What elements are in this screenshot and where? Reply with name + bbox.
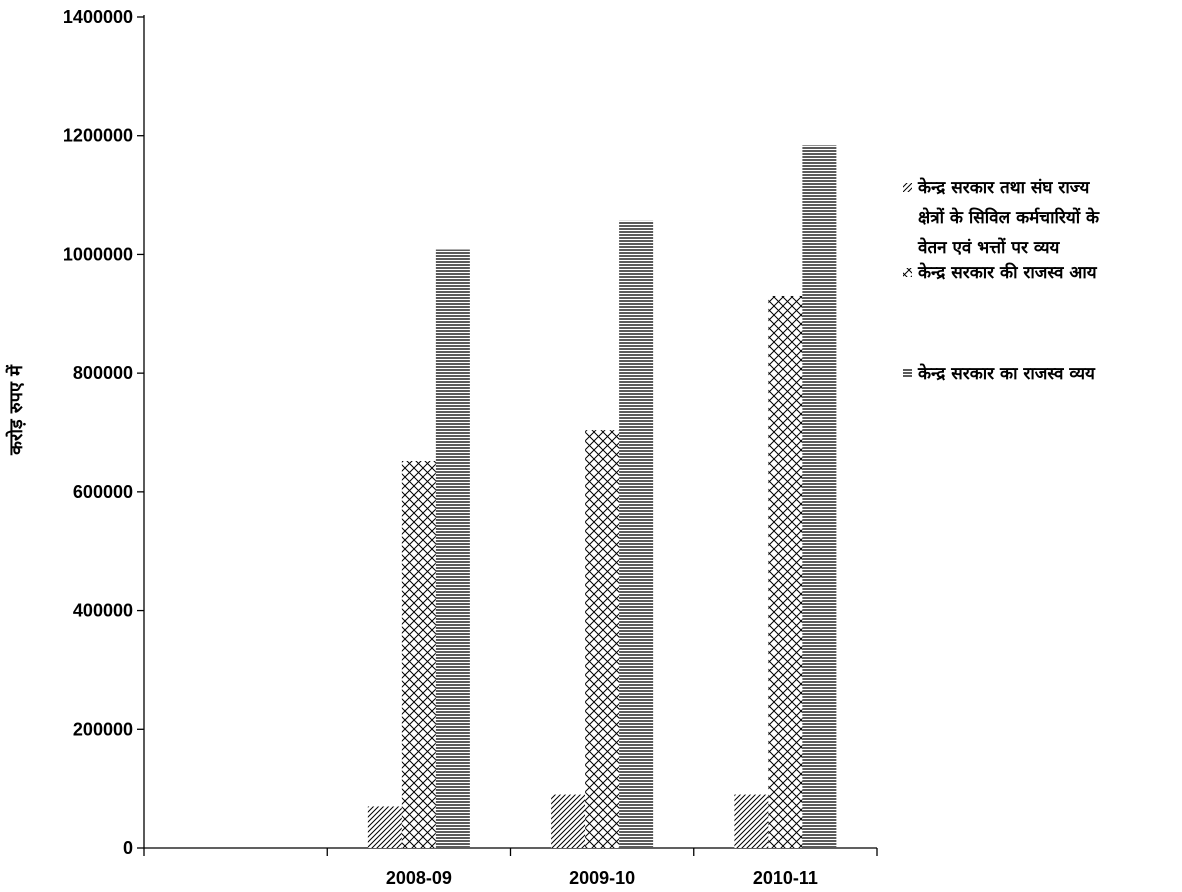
legend-swatch-crosshatch: [903, 268, 912, 277]
legend-label: केन्द्र सरकार का राजस्व व्यय: [917, 363, 1096, 384]
bar-crosshatch: [585, 430, 620, 848]
y-axis-label: करोड़ रुपए में: [5, 364, 27, 456]
legend-label: वेतन एवं भत्तों पर व्यय: [917, 237, 1060, 258]
y-tick-label: 1000000: [63, 244, 133, 264]
legend-label: केन्द्र सरकार की राजस्व आय: [917, 262, 1098, 283]
bar-crosshatch: [401, 460, 436, 848]
bar-diagonal: [551, 794, 586, 848]
bar-horizontal: [802, 145, 837, 848]
x-tick-label: 2010-11: [753, 868, 818, 888]
x-tick-label: 2009-10: [569, 868, 635, 888]
bar-diagonal: [734, 794, 769, 848]
y-tick-label: 1400000: [63, 7, 133, 27]
x-axis-ticks: 2008-09 2009-10 2010-11: [143, 848, 878, 888]
bar-diagonal: [367, 806, 402, 848]
axes: [143, 15, 877, 849]
x-tick-label: 2008-09: [386, 868, 452, 888]
y-tick-label: 200000: [73, 719, 133, 739]
legend-label: क्षेत्रों के सिविल कर्मचारियों के: [918, 207, 1100, 228]
bar-horizontal: [619, 220, 654, 849]
bars: [367, 145, 837, 849]
y-tick-label: 600000: [73, 482, 133, 502]
legend-swatch-diagonal: [903, 183, 912, 192]
y-tick-label: 1200000: [63, 126, 133, 146]
legend-swatch-horizontal: [903, 369, 912, 378]
legend-label: केन्द्र सरकार तथा संघ राज्य: [917, 177, 1090, 198]
y-axis-ticks: 0 200000 400000 600000 800000 1000000 1200000 1…: [63, 7, 144, 858]
y-tick-label: 800000: [73, 363, 133, 383]
y-tick-label: 0: [123, 838, 133, 858]
legend: केन्द्र सरकार तथा संघ राज्य क्षेत्रों के …: [903, 177, 1100, 384]
bar-horizontal: [435, 249, 470, 848]
y-tick-label: 400000: [73, 601, 133, 621]
bar-crosshatch: [768, 295, 803, 848]
